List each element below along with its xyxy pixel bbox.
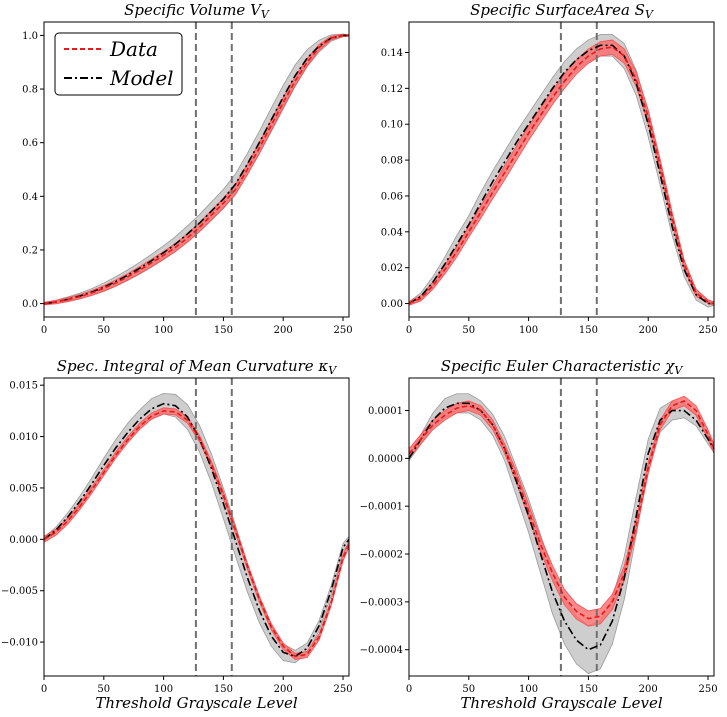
chart-title: Specific Euler Characteristic χV [441, 357, 684, 377]
y-tick-label: 0.10 [381, 120, 403, 131]
y-tick-label: 0.14 [381, 48, 403, 59]
legend-label-0: Data [109, 37, 158, 61]
model-line [44, 34, 349, 305]
plot-area [44, 378, 349, 676]
x-tick-label: 50 [462, 325, 475, 336]
panel-specific-volume: 0 50 100 150 200 250 0.0 0.2 0.4 0.6 0.8 1.0 Specifi… [22, 1, 352, 336]
chart-title-text: Spec. Integral of Mean Curvature κ [57, 357, 329, 375]
y-tick-label: 0.06 [381, 191, 403, 202]
y-tick-label: −0.0001 [360, 502, 403, 513]
x-tick-label: 150 [579, 684, 598, 695]
x-tick-label: 250 [698, 684, 717, 695]
model-line [409, 44, 714, 305]
x-tick-label: 0 [406, 325, 412, 336]
x-tick-label: 150 [214, 684, 233, 695]
x-tick-label: 100 [519, 325, 538, 336]
y-tick-label: 0.015 [9, 381, 38, 392]
data-line [409, 400, 714, 620]
chart-title-subscript: V [261, 8, 270, 21]
x-tick-label: 200 [639, 325, 658, 336]
y-tick-label: 0.8 [22, 85, 38, 96]
x-tick-label: 0 [406, 684, 412, 695]
chart-title-subscript: V [328, 364, 337, 377]
plot-area [409, 378, 714, 676]
y-tick-label: −0.005 [1, 586, 38, 597]
y-tick-label: 0.2 [22, 245, 38, 256]
x-tick-label: 50 [462, 684, 475, 695]
data-line [44, 410, 349, 658]
y-tick-label: 0.12 [381, 84, 403, 95]
data-band [44, 33, 349, 306]
y-tick-label: 0.04 [381, 227, 403, 238]
chart-title-text: Specific Euler Characteristic χ [441, 357, 676, 375]
y-tick-label: 0.005 [9, 483, 38, 494]
x-tick-label: 0 [41, 325, 47, 336]
data-band [409, 39, 714, 306]
x-tick-label: 200 [274, 325, 293, 336]
legend-box [54, 32, 183, 96]
y-tick-label: 0.010 [9, 432, 38, 443]
plot-frame [43, 377, 350, 677]
y-tick-label: 0.4 [22, 192, 38, 203]
y-tick-label: 0.0 [22, 299, 38, 310]
chart-title-text: Specific SurfaceArea S [470, 1, 645, 19]
y-tick-label: 0.08 [381, 156, 403, 167]
chart-title-text: Specific Volume V [124, 1, 263, 19]
plot-area [409, 22, 714, 317]
y-tick-label: 1.0 [22, 31, 38, 42]
x-tick-label: 100 [154, 684, 173, 695]
x-tick-label: 200 [274, 684, 293, 695]
data-band [44, 407, 349, 660]
model-band [44, 33, 349, 306]
y-tick-label: −0.010 [1, 638, 38, 649]
legend: Data Model [54, 32, 183, 96]
plot-area [44, 22, 349, 317]
x-tick-label: 0 [41, 684, 47, 695]
x-tick-label: 250 [333, 684, 352, 695]
plot-frame [43, 21, 350, 318]
plot-frame [408, 21, 715, 318]
y-tick-label: −0.0004 [360, 645, 403, 656]
y-tick-label: −0.0002 [360, 550, 403, 561]
chart-title: Specific SurfaceArea SV [470, 1, 654, 21]
y-tick-label: 0.02 [381, 263, 403, 274]
y-tick-label: 0.00 [381, 299, 403, 310]
data-band [409, 395, 714, 627]
x-axis-label: Threshold Grayscale Level [460, 694, 663, 712]
x-tick-label: 250 [333, 325, 352, 336]
chart-title-subscript: V [645, 8, 654, 21]
panel-mean-curvature: 0 50 100 150 200 250 −0.010 −0.005 0.000 0.005 0.0… [1, 357, 353, 712]
x-tick-label: 150 [214, 325, 233, 336]
x-tick-label: 100 [519, 684, 538, 695]
panel-euler-characteristic: 0 50 100 150 200 250 −0.0004 −0.0003 −0.0002 −0.0… [360, 357, 718, 712]
x-tick-label: 100 [154, 325, 173, 336]
chart-title: Spec. Integral of Mean Curvature κV [57, 357, 338, 377]
x-tick-label: 250 [698, 325, 717, 336]
y-tick-label: 0.0000 [368, 454, 403, 465]
y-tick-label: 0.0001 [368, 406, 403, 417]
x-tick-label: 200 [639, 684, 658, 695]
x-tick-label: 50 [97, 684, 110, 695]
chart-title-subscript: V [674, 364, 683, 377]
panel-specific-surface-area: 0 50 100 150 200 250 0.00 0.02 0.04 0.06 0.08 0.10 0… [381, 1, 718, 336]
x-tick-label: 150 [579, 325, 598, 336]
y-tick-label: 0.6 [22, 138, 38, 149]
data-line [409, 46, 714, 305]
y-tick-label: 0.000 [9, 535, 38, 546]
x-tick-label: 50 [97, 325, 110, 336]
x-axis-label: Threshold Grayscale Level [95, 694, 298, 712]
legend-label-1: Model [109, 66, 174, 90]
chart-title: Specific Volume VV [124, 1, 270, 21]
y-tick-label: −0.0003 [360, 597, 403, 608]
plot-frame [408, 377, 715, 677]
